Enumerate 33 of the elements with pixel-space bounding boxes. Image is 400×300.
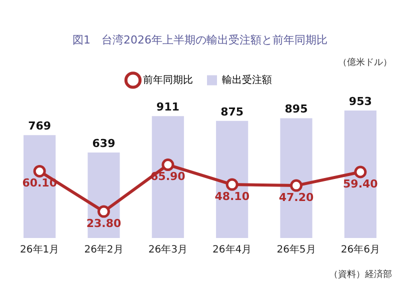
data-label: 875 [220,105,244,118]
x-tick-label: 26年3月 [148,244,188,256]
bar [216,120,248,238]
x-tick-label: 26年2月 [84,244,124,256]
bar [344,110,376,238]
data-label: 59.40 [343,177,378,190]
x-tick-label: 26年4月 [212,244,252,256]
point [226,178,238,191]
text: （資料）経済部 [329,268,392,280]
x-tick-label: 26年1月 [20,244,60,256]
point [162,158,174,172]
bar [280,118,312,238]
data-label: 911 [156,100,180,114]
data-label: 23.80 [86,216,122,230]
point [290,179,302,192]
bar [152,116,184,238]
bar [24,135,56,238]
point [33,164,46,178]
data-label: 895 [284,102,308,116]
chart-title: 図1 台湾2026年上半期の輸出受注額と前年同期比 [72,33,328,46]
legend-label: 前年同期比 [143,74,193,86]
point [98,205,110,218]
point [354,166,367,178]
data-label: 639 [92,136,116,150]
x-tick-label: 26年6月 [340,244,380,256]
text: （億米ドル） [338,57,392,68]
data-label: 953 [348,94,372,108]
legend-label: 輸出受注額 [222,74,272,86]
data-label: 47.20 [278,190,314,204]
data-label: 48.10 [214,190,250,203]
bar [88,152,120,238]
data-label: 769 [28,119,52,132]
x-tick-label: 26年5月 [276,244,316,256]
